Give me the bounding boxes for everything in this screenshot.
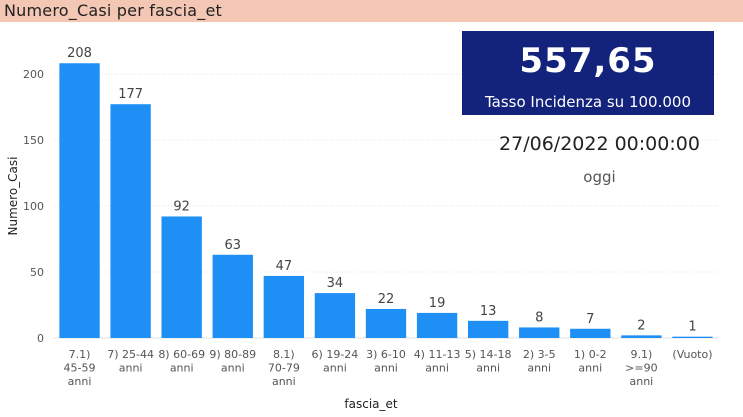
x-tick-label: 3) 6-10 anni (366, 348, 406, 375)
chart-header: Numero_Casi per fascia_et (0, 0, 743, 22)
y-tick-label: 0 (37, 332, 44, 345)
x-tick-label: 1) 0-2 anni (574, 348, 607, 375)
y-tick-label: 50 (30, 266, 44, 279)
y-tick-label: 200 (23, 68, 44, 81)
x-tick-label: 9) 80-89 anni (209, 348, 256, 375)
x-tick-label: 2) 3-5 anni (523, 348, 556, 375)
data-label: 177 (118, 87, 143, 102)
bar (672, 336, 713, 338)
bar (59, 63, 100, 338)
data-label: 63 (224, 238, 241, 253)
chart-title: Numero_Casi per fascia_et (4, 1, 222, 20)
x-tick-label: 7.1) 45-59 anni (64, 348, 96, 388)
data-label: 92 (173, 199, 190, 214)
x-tick-label: 6) 19-24 anni (312, 348, 359, 375)
y-tick-label: 150 (23, 134, 44, 147)
kpi-card[interactable]: 557,65 Tasso Incidenza su 100.000 (462, 31, 714, 115)
data-label: 2 (637, 318, 645, 333)
data-label: 22 (378, 292, 395, 307)
bar (161, 216, 202, 338)
x-axis-label: fascia_et (344, 397, 397, 411)
bar (416, 312, 458, 338)
data-label: 208 (67, 46, 92, 61)
x-tick-label: 8.1) 70-79 anni (268, 348, 300, 388)
kpi-label: Tasso Incidenza su 100.000 (484, 93, 691, 111)
bar (212, 254, 253, 338)
data-label: 8 (535, 310, 543, 325)
bar (110, 104, 151, 339)
data-label: 7 (586, 312, 594, 327)
y-tick-label: 100 (23, 200, 44, 213)
data-label: 1 (688, 320, 696, 335)
y-axis-label: Numero_Casi (6, 157, 20, 236)
bar-chart: 0 50 100 150 200 Numero_Casi 208 7.1) 45-59 anni 1… (6, 46, 718, 411)
data-label: 34 (327, 276, 344, 291)
bar (467, 320, 509, 338)
bar (621, 335, 662, 338)
x-tick-label: 4) 11-13 anni (414, 348, 461, 375)
x-tick-label: (Vuoto) (672, 348, 712, 361)
data-label: 47 (276, 259, 293, 274)
data-label: 19 (429, 296, 446, 311)
date-value: 27/06/2022 00:00:00 (499, 133, 700, 155)
kpi-value: 557,65 (519, 41, 657, 81)
x-tick-label: 5) 14-18 anni (465, 348, 512, 375)
x-tick-label: 8) 60-69 anni (158, 348, 205, 375)
x-tick-label: 7) 25-44 anni (107, 348, 154, 375)
bar (263, 275, 305, 338)
data-label: 13 (480, 304, 497, 319)
bar (519, 327, 560, 338)
bar (314, 293, 356, 338)
date-label: oggi (583, 168, 616, 186)
bar (570, 328, 611, 338)
bar (365, 308, 407, 338)
x-tick-label: 9.1) >=90 anni (625, 348, 657, 388)
